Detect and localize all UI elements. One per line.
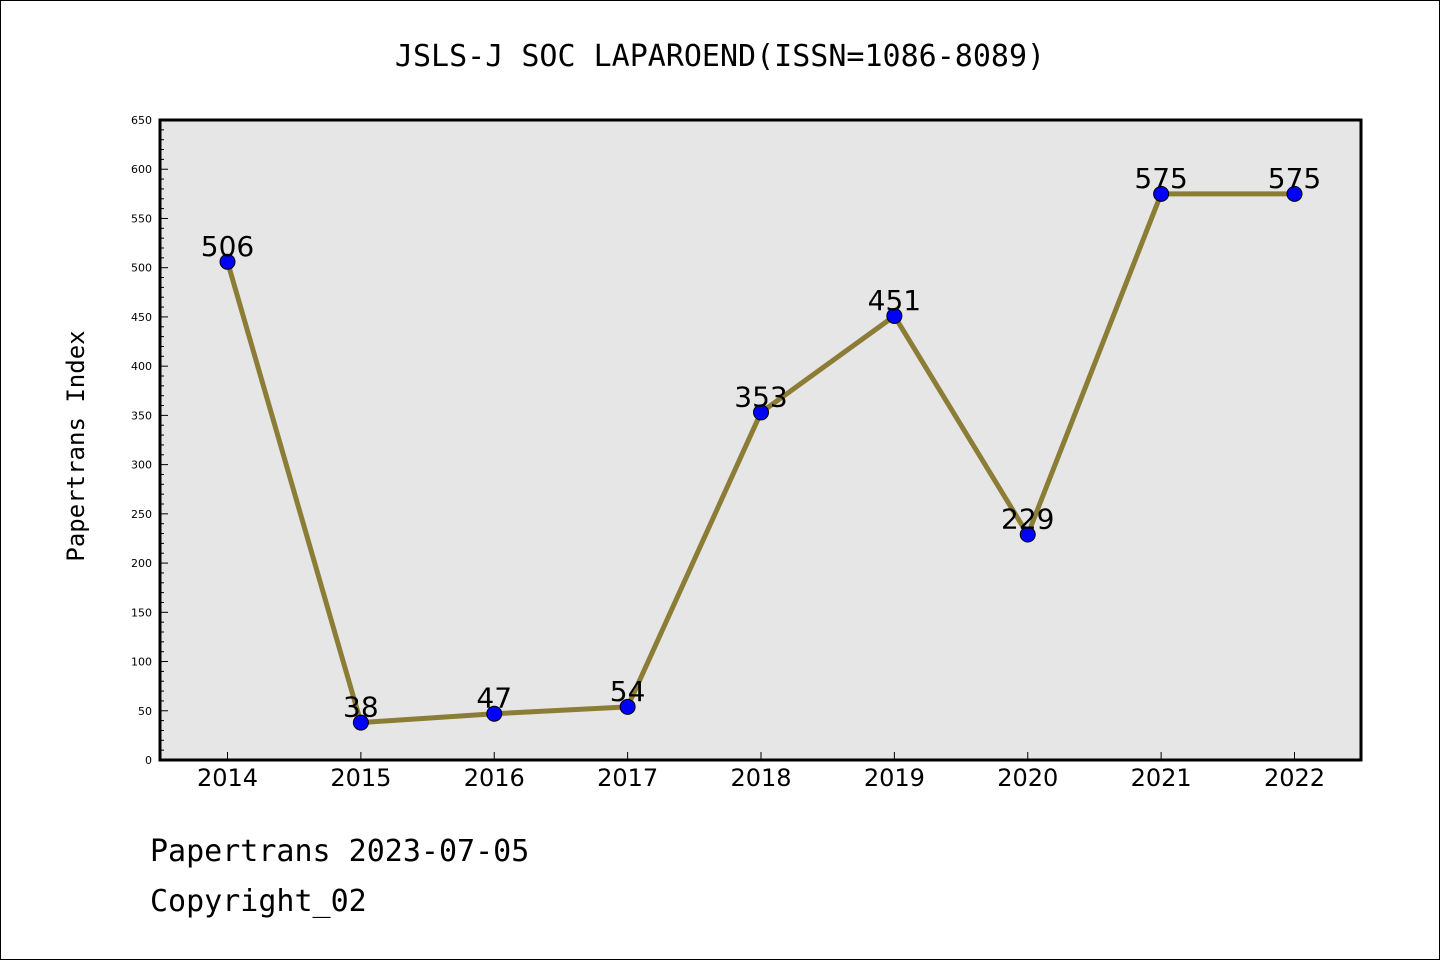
y-tick-label: 600 (131, 163, 152, 176)
data-point (486, 705, 503, 722)
y-tick-label: 550 (131, 212, 152, 225)
footer-date-text: Papertrans 2023-07-05 (150, 834, 530, 869)
data-point (1153, 185, 1170, 202)
data-point (886, 307, 903, 324)
plot-area (158, 118, 1363, 762)
y-tick-label: 150 (131, 606, 152, 619)
y-axis-ticks: 0 50 100 150 200 250 300 350 400 450 500 550 600 650 (131, 114, 168, 767)
x-tick-label: 2015 (330, 764, 391, 792)
series-layer: 506 38 47 54 353 451 229 575 575 (201, 162, 1321, 731)
data-label: 451 (868, 284, 921, 317)
y-tick-label: 300 (131, 459, 152, 472)
data-point (1019, 526, 1036, 543)
y-axis-label: Papertrans Index (62, 330, 90, 561)
x-tick-label: 2019 (864, 764, 925, 792)
y-tick-label: 50 (138, 705, 152, 718)
data-label: 38 (343, 691, 379, 724)
data-label: 54 (610, 675, 646, 708)
data-point (1286, 185, 1303, 202)
data-point (219, 253, 236, 270)
x-tick-label: 2018 (730, 764, 791, 792)
data-label: 47 (476, 682, 512, 715)
y-tick-label: 250 (131, 508, 152, 521)
data-label: 229 (1001, 503, 1054, 536)
data-point (352, 714, 369, 731)
chart-title: JSLS-J SOC LAPAROEND(ISSN=1086-8089) (395, 39, 1045, 74)
x-tick-label: 2022 (1264, 764, 1325, 792)
y-tick-label: 0 (145, 754, 152, 767)
y-tick-label: 450 (131, 311, 152, 324)
data-point (619, 698, 636, 715)
data-label: 575 (1268, 162, 1321, 195)
x-axis-ticks: 2014 2015 2016 2017 2018 2019 2020 2021 2022 (197, 752, 1325, 792)
x-tick-label: 2016 (464, 764, 525, 792)
y-tick-label: 200 (131, 557, 152, 570)
y-tick-label: 350 (131, 409, 152, 422)
y-tick-label: 400 (131, 360, 152, 373)
footer-copyright-text: Copyright_02 (150, 884, 367, 919)
y-tick-label: 100 (131, 656, 152, 669)
x-tick-label: 2021 (1131, 764, 1192, 792)
x-tick-label: 2014 (197, 764, 258, 792)
data-point (753, 404, 769, 421)
x-tick-label: 2020 (997, 764, 1058, 792)
data-label: 575 (1134, 162, 1187, 195)
y-tick-label: 500 (131, 262, 152, 275)
data-label: 506 (201, 230, 254, 263)
y-tick-label: 650 (131, 114, 152, 127)
x-tick-label: 2017 (597, 764, 658, 792)
data-label: 353 (734, 380, 787, 413)
